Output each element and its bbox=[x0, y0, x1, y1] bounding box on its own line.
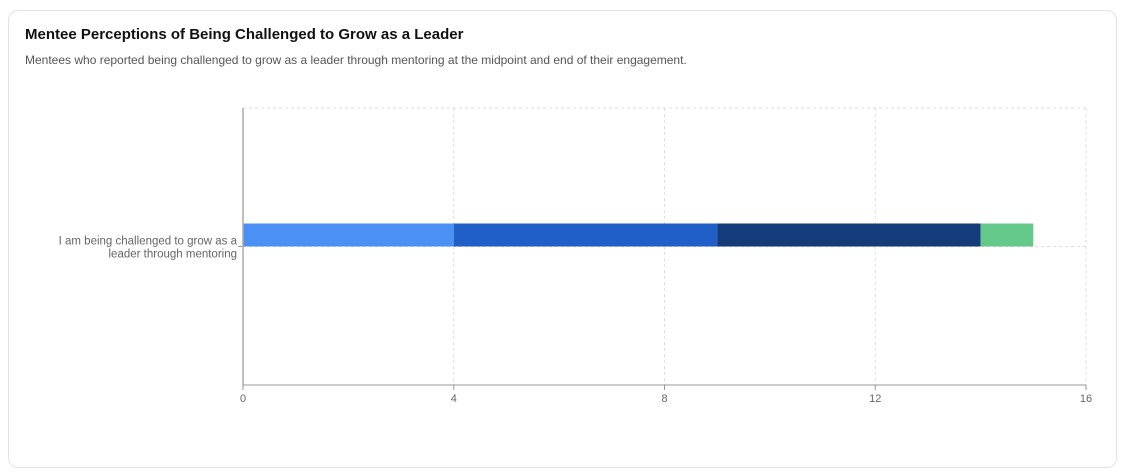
chart-title: Mentee Perceptions of Being Challenged t… bbox=[25, 26, 464, 43]
chart-subtitle: Mentees who reported being challenged to… bbox=[25, 53, 687, 67]
x-tick-label: 12 bbox=[869, 393, 881, 405]
bar-segment-1 bbox=[453, 223, 718, 247]
bar-segment-2 bbox=[717, 223, 981, 247]
x-tick-label: 8 bbox=[661, 393, 667, 405]
bar-segment-0 bbox=[243, 223, 454, 247]
y-category-label: I am being challenged to grow as a bbox=[59, 236, 238, 248]
bar-segment-3 bbox=[980, 223, 1034, 247]
x-tick-label: 4 bbox=[451, 393, 457, 405]
x-tick-label: 16 bbox=[1080, 393, 1092, 405]
y-category-label: leader through mentoring bbox=[109, 249, 238, 261]
x-tick-label: 0 bbox=[240, 393, 246, 405]
